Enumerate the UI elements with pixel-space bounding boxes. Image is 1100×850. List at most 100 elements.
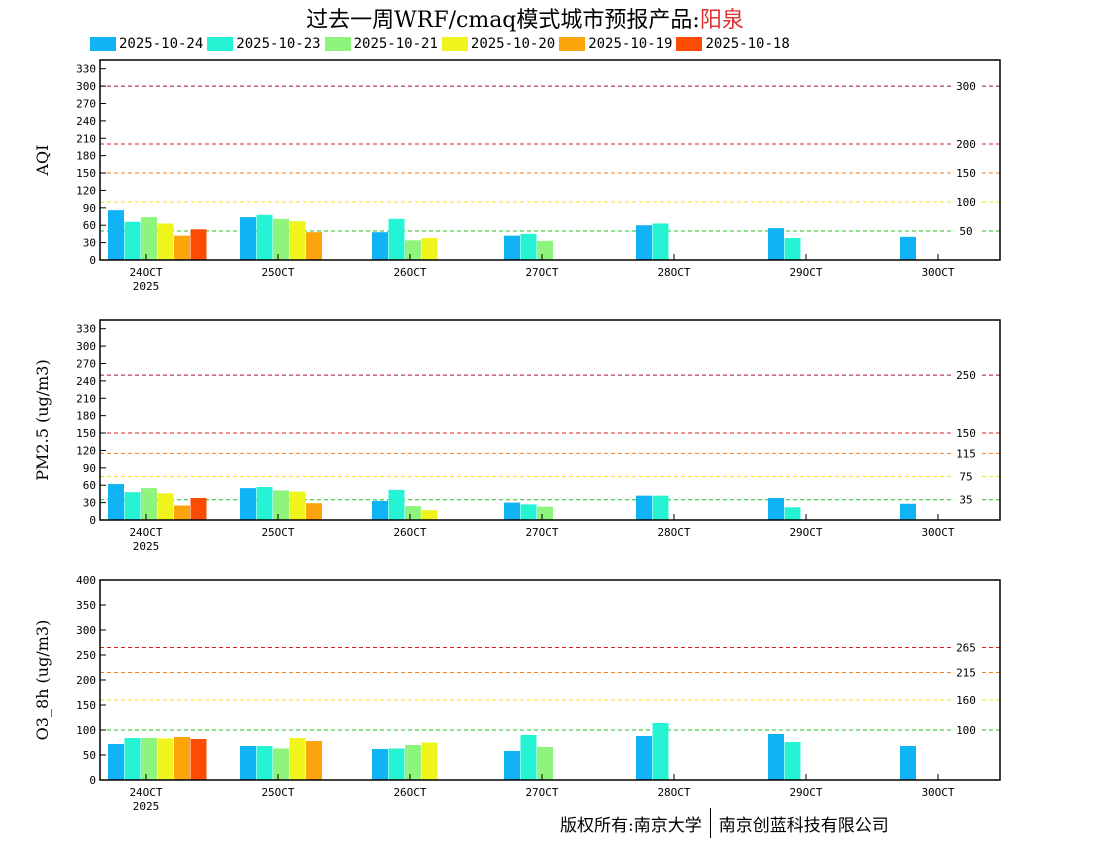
bar-2025-10-24-d2 — [372, 749, 388, 780]
x-year-label: 2025 — [133, 540, 160, 553]
bar-2025-10-21-d2 — [405, 745, 421, 780]
bar-2025-10-19-d0 — [174, 737, 190, 780]
y-axis-label: PM2.5 (ug/m3) — [33, 359, 52, 480]
x-tick-label: 27OCT — [525, 526, 558, 539]
x-tick-label: 24OCT — [129, 266, 162, 279]
bar-2025-10-19-d0 — [174, 235, 190, 260]
bar-2025-10-21-d0 — [141, 217, 157, 260]
legend-label: 2025-10-19 — [588, 36, 673, 52]
threshold-label-bg — [952, 694, 980, 705]
bar-2025-10-21-d1 — [273, 490, 289, 520]
bar-2025-10-24-d5 — [768, 734, 784, 780]
bar-2025-10-23-d4 — [652, 495, 669, 520]
bar-2025-10-20-d1 — [289, 221, 306, 260]
bar-2025-10-21-d1 — [273, 748, 289, 780]
x-tick-label: 30OCT — [921, 526, 954, 539]
y-tick-label: 300 — [76, 80, 96, 93]
y-tick-label: 240 — [76, 115, 96, 128]
legend-label: 2025-10-24 — [119, 36, 204, 52]
bar-2025-10-24-d4 — [636, 495, 652, 520]
bar-2025-10-20-d0 — [157, 223, 174, 260]
threshold-label-150: 150 — [956, 427, 976, 440]
x-tick-label: 27OCT — [525, 786, 558, 799]
copyright-left: 版权所有:南京大学 — [560, 815, 702, 836]
bar-2025-10-23-d1 — [256, 486, 273, 520]
plot-frame — [99, 319, 1001, 521]
bar-2025-10-23-d3 — [520, 735, 537, 780]
bar-2025-10-20-d2 — [421, 510, 438, 520]
legend-item-2025-10-23: 2025-10-23 — [207, 35, 321, 53]
bar-2025-10-23-d1 — [256, 214, 273, 260]
threshold-label-115: 115 — [956, 447, 976, 460]
threshold-label-35: 35 — [959, 494, 972, 507]
legend-swatch — [90, 37, 116, 51]
bar-2025-10-23-d4 — [652, 723, 669, 780]
threshold-label-bg — [952, 666, 980, 678]
legend: 2025-10-24 2025-10-23 2025-10-21 2025-10-20… — [90, 35, 794, 53]
bar-2025-10-23-d5 — [784, 507, 801, 520]
bar-2025-10-21-d2 — [405, 506, 421, 520]
bar-2025-10-24-d1 — [240, 217, 256, 260]
threshold-label-bg — [952, 724, 980, 735]
y-tick-label: 180 — [76, 410, 96, 423]
y-tick-label: 120 — [76, 184, 96, 197]
x-tick-label: 26OCT — [393, 526, 426, 539]
bar-2025-10-23-d2 — [388, 218, 405, 260]
bar-2025-10-20-d2 — [421, 237, 438, 260]
threshold-label-bg — [952, 493, 980, 505]
x-tick-label: 28OCT — [657, 786, 690, 799]
y-axis-label: O3_8h (ug/m3) — [33, 620, 52, 741]
y-tick-label: 150 — [76, 167, 96, 180]
threshold-label-265: 265 — [956, 642, 976, 655]
threshold-label-bg — [952, 369, 980, 381]
bar-2025-10-23-d3 — [520, 233, 537, 260]
threshold-label-bg — [952, 470, 980, 482]
y-axis-label: AQI — [33, 145, 52, 177]
threshold-label-300: 300 — [956, 80, 976, 93]
threshold-label-150: 150 — [956, 167, 976, 180]
x-tick-label: 29OCT — [789, 266, 822, 279]
x-year-label: 2025 — [133, 280, 160, 293]
legend-item-2025-10-24: 2025-10-24 — [90, 35, 203, 53]
x-tick-label: 25OCT — [261, 266, 294, 279]
bar-2025-10-23-d2 — [388, 748, 405, 780]
y-tick-label: 400 — [76, 574, 96, 587]
threshold-label-bg — [952, 80, 980, 92]
bar-2025-10-24-d0 — [108, 744, 124, 780]
legend-label: 2025-10-23 — [236, 36, 321, 52]
bar-2025-10-19-d1 — [306, 741, 322, 780]
bar-2025-10-24-d3 — [504, 751, 520, 780]
x-tick-label: 28OCT — [657, 526, 690, 539]
threshold-label-215: 215 — [956, 667, 976, 680]
x-tick-label: 30OCT — [921, 266, 954, 279]
bar-2025-10-21-d3 — [537, 506, 553, 520]
bar-2025-10-24-d1 — [240, 746, 256, 780]
bar-2025-10-18-d0 — [190, 229, 207, 260]
plot-frame — [99, 59, 1001, 261]
x-tick-label: 30OCT — [921, 786, 954, 799]
y-tick-label: 50 — [83, 749, 96, 762]
bar-2025-10-19-d0 — [174, 505, 190, 520]
x-tick-label: 24OCT — [129, 526, 162, 539]
bar-2025-10-24-d4 — [636, 225, 652, 260]
bar-2025-10-24-d1 — [240, 488, 256, 520]
legend-swatch — [324, 37, 351, 51]
y-tick-label: 200 — [76, 674, 96, 687]
y-tick-label: 0 — [89, 514, 96, 527]
bar-2025-10-23-d3 — [520, 504, 537, 520]
bar-2025-10-20-d2 — [421, 742, 438, 780]
legend-swatch — [441, 37, 468, 51]
bar-2025-10-20-d0 — [157, 738, 174, 780]
bar-2025-10-19-d1 — [306, 503, 322, 520]
chart-title: 过去一周WRF/cmaq模式城市预报产品:阳泉 — [0, 2, 1050, 34]
y-tick-label: 120 — [76, 444, 96, 457]
legend-swatch — [676, 37, 703, 51]
footer-separator — [709, 808, 711, 838]
legend-item-2025-10-18: 2025-10-18 — [676, 35, 790, 53]
bar-2025-10-23-d0 — [124, 738, 141, 780]
x-tick-label: 25OCT — [261, 526, 294, 539]
x-tick-label: 25OCT — [261, 786, 294, 799]
y-tick-label: 180 — [76, 150, 96, 163]
y-tick-label: 90 — [83, 202, 96, 215]
